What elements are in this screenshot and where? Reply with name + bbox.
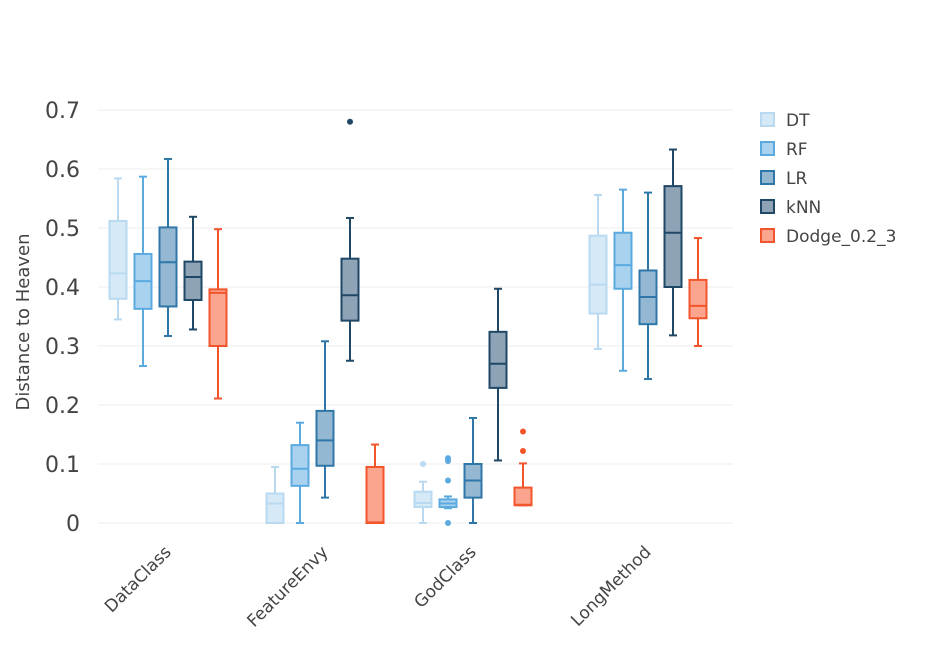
box-longmethod: [638, 191, 658, 381]
box-iqr[interactable]: [488, 330, 508, 389]
box-iqr[interactable]: [588, 234, 608, 315]
box-godclass: [513, 428, 533, 507]
box-iqr[interactable]: [208, 288, 228, 347]
box-longmethod: [663, 148, 683, 337]
x-tick-label: FeatureEnvy: [244, 542, 333, 631]
box-dataclass: [208, 228, 228, 400]
legend-item[interactable]: DT: [760, 111, 810, 131]
box-godclass: [488, 287, 508, 462]
box-iqr[interactable]: [315, 409, 335, 467]
box-iqr[interactable]: [183, 260, 203, 301]
legend-swatch: [760, 199, 775, 214]
box-featureenvy: [365, 443, 385, 525]
y-tick-label: 0: [66, 512, 80, 537]
y-tick-label: 0.4: [45, 276, 80, 301]
y-tick-label: 0.6: [45, 158, 80, 183]
legend-label: LR: [786, 169, 807, 189]
box-iqr[interactable]: [290, 444, 310, 487]
y-axis-ticks: 0 0.1 0.2 0.3 0.4 0.5 0.6 0.7: [45, 99, 80, 537]
box-longmethod: [613, 188, 633, 372]
series-rf: [133, 175, 633, 526]
legend-label: RF: [786, 140, 808, 160]
outlier-point[interactable]: [420, 461, 426, 467]
box-iqr[interactable]: [265, 492, 285, 524]
legend-label: kNN: [786, 198, 821, 218]
legend-item[interactable]: Dodge_0.2_3: [760, 227, 896, 247]
legend-item[interactable]: LR: [760, 169, 807, 189]
box-dataclass: [108, 177, 128, 321]
box-godclass: [463, 416, 483, 524]
x-tick-label: DataClass: [101, 542, 176, 617]
legend-label: DT: [786, 111, 810, 131]
outlier-point[interactable]: [520, 428, 526, 435]
box-featureenvy: [315, 340, 335, 499]
legend-swatch: [760, 228, 775, 243]
legend-swatch: [760, 112, 775, 127]
box-iqr[interactable]: [688, 278, 708, 320]
box-dataclass: [158, 157, 178, 337]
y-tick-label: 0.1: [45, 453, 80, 478]
legend-label: Dodge_0.2_3: [786, 227, 896, 247]
outlier-point[interactable]: [445, 455, 451, 462]
box-iqr[interactable]: [158, 226, 178, 308]
x-tick-label: GodClass: [410, 542, 480, 612]
outlier-point[interactable]: [347, 118, 353, 125]
legend-swatch: [760, 170, 775, 185]
series-dt: [108, 177, 608, 524]
y-tick-label: 0.3: [45, 335, 80, 360]
legend-item[interactable]: kNN: [760, 198, 821, 218]
box-godclass: [413, 461, 433, 524]
x-tick-label: LongMethod: [567, 542, 655, 630]
box-featureenvy: [340, 118, 360, 362]
box-longmethod: [688, 237, 708, 347]
box-featureenvy: [265, 465, 285, 524]
legend[interactable]: DT RF LR kNN Dodge_0.2_3: [760, 111, 896, 247]
box-iqr[interactable]: [108, 219, 128, 300]
box-iqr[interactable]: [340, 257, 360, 322]
y-tick-label: 0.5: [45, 217, 80, 242]
series-dodge-0-2-3: [208, 228, 708, 525]
outlier-point[interactable]: [445, 477, 451, 484]
box-iqr[interactable]: [413, 490, 433, 509]
y-tick-label: 0.2: [45, 394, 80, 419]
box-iqr[interactable]: [613, 231, 633, 290]
y-tick-label: 0.7: [45, 99, 80, 124]
legend-swatch: [760, 141, 775, 156]
gridlines: [98, 109, 733, 524]
box-dataclass: [133, 175, 153, 368]
y-axis-title: Distance to Heaven: [13, 234, 34, 411]
box-godclass: [438, 455, 458, 526]
series-lr: [158, 157, 658, 524]
box-iqr[interactable]: [365, 465, 385, 525]
series-knn: [183, 118, 683, 462]
legend-item[interactable]: RF: [760, 140, 808, 160]
box-featureenvy: [290, 421, 310, 524]
box-longmethod: [588, 193, 608, 350]
x-axis-ticks: DataClass FeatureEnvy GodClass LongMethod: [101, 542, 655, 631]
outlier-point[interactable]: [520, 448, 526, 455]
box-groups: [108, 118, 708, 526]
box-iqr[interactable]: [513, 486, 533, 507]
box-iqr[interactable]: [663, 185, 683, 288]
outlier-point[interactable]: [445, 520, 451, 526]
box-dataclass: [183, 215, 203, 331]
